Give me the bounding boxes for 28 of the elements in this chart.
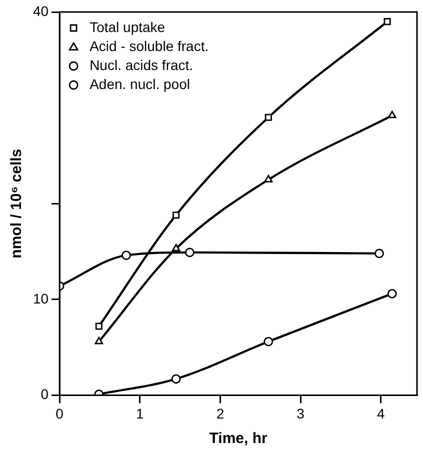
y-tick-label: 10 xyxy=(32,290,49,306)
x-tick-label: 0 xyxy=(56,405,64,422)
point xyxy=(264,174,273,182)
legend-label: Total uptake xyxy=(90,18,166,35)
point xyxy=(264,114,272,121)
point xyxy=(95,322,102,330)
x-tick-label: 2 xyxy=(216,405,224,422)
x-tick-label: 4 xyxy=(376,405,385,422)
x-tick-label: 3 xyxy=(296,405,305,422)
point xyxy=(388,110,396,118)
point xyxy=(171,374,181,384)
point xyxy=(384,18,391,26)
point xyxy=(172,212,180,219)
y-tick-label: 40 xyxy=(32,2,49,19)
legend-label: Aden. nucl. pool xyxy=(90,76,190,92)
legend-label: Acid - soluble fract. xyxy=(90,38,209,54)
y-axis-title: nmol / 10⁶ cells xyxy=(8,148,26,258)
point xyxy=(264,336,274,346)
point xyxy=(387,288,397,298)
x-tick-label: 1 xyxy=(136,405,144,422)
point xyxy=(94,336,104,344)
x-axis-title: Time, hr xyxy=(209,430,268,448)
point xyxy=(374,248,384,258)
point xyxy=(172,244,180,252)
y-tick-label: 0 xyxy=(40,386,49,402)
point xyxy=(122,250,131,260)
legend-label: Nucl. acids fract. xyxy=(90,56,194,73)
point xyxy=(184,248,194,258)
